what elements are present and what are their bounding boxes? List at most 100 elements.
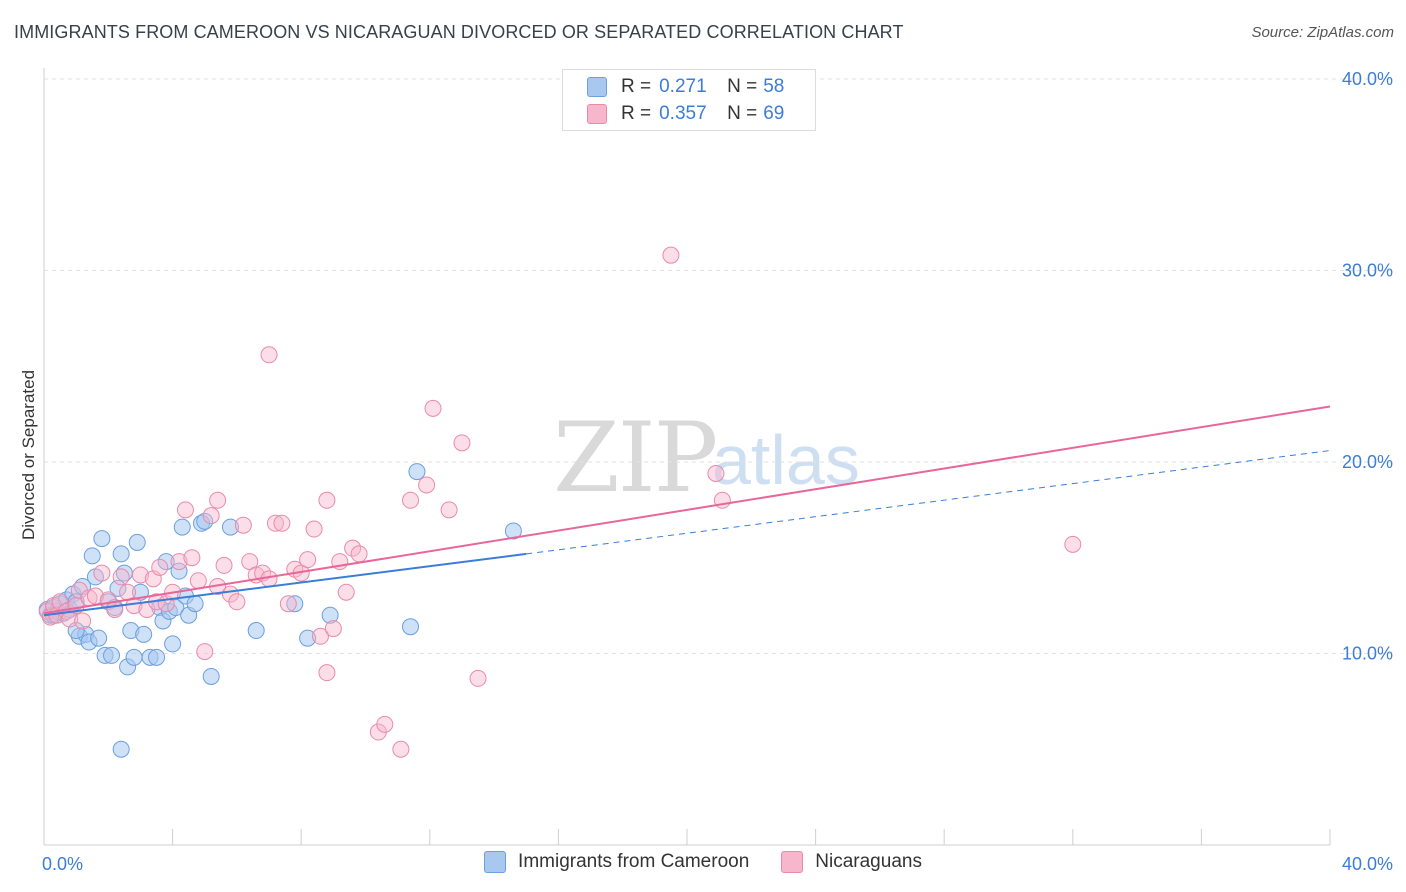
data-point-cameroon [321,606,339,624]
data-point-nicaraguans [662,246,680,264]
data-point-cameroon [504,522,522,540]
data-point-cameroon [112,740,130,758]
data-point-cameroon [202,667,220,685]
data-point-nicaraguans [469,669,487,687]
data-point-nicaraguans [215,556,233,574]
data-point-nicaraguans [402,491,420,509]
legend-n-label: N = [727,103,758,124]
data-point-nicaraguans [392,740,410,758]
legend-n-label: N = [727,76,758,97]
data-point-nicaraguans [260,346,278,364]
y-tick-label: 40.0% [1342,69,1393,89]
data-point-cameroon [93,530,111,548]
data-point-cameroon [128,533,146,551]
data-point-cameroon [299,629,317,647]
data-point-cameroon [90,629,108,647]
data-point-nicaraguans [209,491,227,509]
data-point-cameroon [247,622,265,640]
data-point-nicaraguans [131,566,149,584]
data-point-nicaraguans [189,572,207,590]
legend-swatch-nicaraguans [587,104,607,124]
data-point-nicaraguans [176,501,194,519]
data-point-nicaraguans [344,539,362,557]
legend-label-nicaraguans: Nicaraguans [815,851,922,872]
y-tick-label: 10.0% [1342,644,1393,664]
legend-swatch-nicaraguans [781,851,804,873]
data-point-nicaraguans [183,549,201,567]
data-point-nicaraguans [93,564,111,582]
data-point-nicaraguans [424,399,442,417]
data-point-cameroon [173,518,191,536]
data-point-nicaraguans [106,600,124,618]
source-label: Source: ZipAtlas.com [1251,24,1394,41]
data-point-nicaraguans [418,476,436,494]
legend-swatch-cameroon [484,851,507,873]
trend-lines [43,405,1331,617]
data-point-nicaraguans [376,715,394,733]
stats-legend: R = 0.271 N = 58 R = 0.357 N = 69 [562,69,816,131]
series-legend: Immigrants from Cameroon Nicaraguans [0,851,1406,873]
data-point-cameroon [408,463,426,481]
data-point-nicaraguans [318,664,336,682]
data-point-nicaraguans [311,627,329,645]
data-point-nicaraguans [279,595,297,613]
data-point-nicaraguans [318,491,336,509]
data-point-cameroon [196,512,214,530]
data-point-nicaraguans [202,507,220,525]
data-point-nicaraguans [266,514,284,532]
data-point-cameroon [83,547,101,565]
data-point-nicaraguans [234,516,252,534]
legend-r-value: 0.357 [659,103,707,124]
data-point-cameroon [112,545,130,563]
y-tick-label: 30.0% [1342,261,1393,281]
y-axis-label: Divorced or Separated [19,370,38,540]
chart-title: IMMIGRANTS FROM CAMEROON VS NICARAGUAN D… [14,22,904,42]
data-point-nicaraguans [453,434,471,452]
legend-r-label: R = [621,103,652,124]
data-point-nicaraguans [350,545,368,563]
data-point-cameroon [402,618,420,636]
x-tick-label: 0.0% [42,854,83,874]
data-point-cameroon [125,648,143,666]
data-point-nicaraguans [112,568,130,586]
data-point-cameroon [157,553,175,571]
data-point-nicaraguans [299,551,317,569]
data-point-nicaraguans [228,593,246,611]
legend-item-cameroon: Immigrants from Cameroon [484,851,749,873]
data-point-cameroon [221,518,239,536]
legend-swatch-cameroon [587,77,607,97]
data-point-nicaraguans [74,612,92,630]
data-point-cameroon [135,625,153,643]
data-point-cameroon [286,595,304,613]
data-point-nicaraguans [170,553,188,571]
tick-labels: 10.0% 20.0% 30.0% 40.0% 0.0% 40.0% [42,69,1393,874]
legend-row-nicaraguans: R = 0.357 N = 69 [587,102,784,126]
data-point-nicaraguans [305,520,323,538]
watermark-zip: ZIP [553,402,718,514]
x-tick-label: 40.0% [1342,854,1393,874]
y-tick-label: 20.0% [1342,452,1393,472]
data-point-nicaraguans [337,583,355,601]
legend-r-value: 0.271 [659,76,707,97]
trendline-cameroon [43,552,527,617]
data-point-nicaraguans [440,501,458,519]
data-point-cameroon [170,562,188,580]
data-point-nicaraguans [707,464,725,482]
data-point-nicaraguans [151,558,169,576]
legend-item-nicaraguans: Nicaraguans [781,851,922,873]
data-point-cameroon [148,648,166,666]
legend-n-value: 69 [763,103,785,124]
legend-r-label: R = [621,76,652,97]
data-point-cameroon [103,646,121,664]
data-point-nicaraguans [1064,535,1082,553]
data-point-cameroon [164,635,182,653]
trendline-cameroon-extension [526,450,1331,555]
data-point-nicaraguans [273,514,291,532]
legend-row-cameroon: R = 0.271 N = 58 [587,75,784,99]
trendline-nicaraguans [43,405,1331,615]
axes [43,68,1331,846]
legend-label-cameroon: Immigrants from Cameroon [518,851,750,872]
data-point-nicaraguans [324,620,342,638]
data-point-cameroon [186,595,204,613]
